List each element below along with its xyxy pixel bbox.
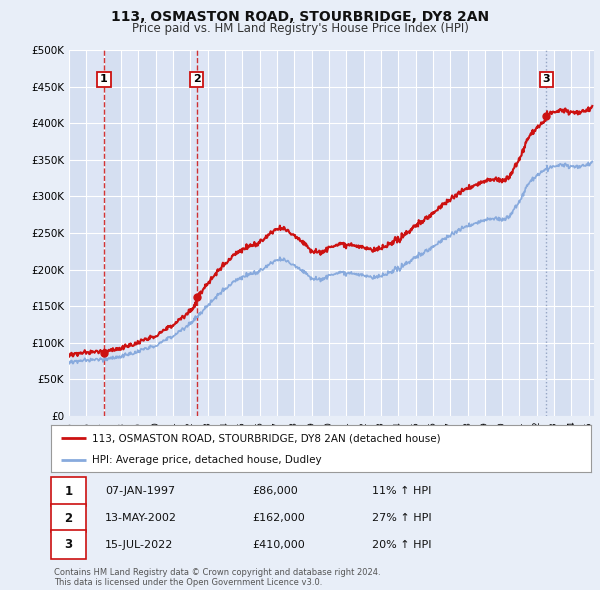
- Bar: [311, 50, 329, 416]
- Text: £162,000: £162,000: [252, 513, 305, 523]
- Text: HPI: Average price, detached house, Dudley: HPI: Average price, detached house, Dudl…: [91, 455, 321, 465]
- Bar: [450, 50, 467, 416]
- Bar: [520, 50, 537, 416]
- Text: Price paid vs. HM Land Registry's House Price Index (HPI): Price paid vs. HM Land Registry's House …: [131, 22, 469, 35]
- Bar: [277, 50, 294, 416]
- Text: Contains HM Land Registry data © Crown copyright and database right 2024.
This d: Contains HM Land Registry data © Crown c…: [54, 568, 380, 587]
- Text: 27% ↑ HPI: 27% ↑ HPI: [372, 513, 431, 523]
- Bar: [416, 50, 433, 416]
- Text: 113, OSMASTON ROAD, STOURBRIDGE, DY8 2AN (detached house): 113, OSMASTON ROAD, STOURBRIDGE, DY8 2AN…: [91, 433, 440, 443]
- Text: 15-JUL-2022: 15-JUL-2022: [105, 540, 173, 549]
- Text: 1: 1: [100, 74, 108, 84]
- Bar: [104, 50, 121, 416]
- Bar: [346, 50, 364, 416]
- Text: 3: 3: [64, 538, 73, 551]
- Bar: [139, 50, 155, 416]
- Bar: [485, 50, 502, 416]
- Text: 20% ↑ HPI: 20% ↑ HPI: [372, 540, 431, 549]
- Bar: [242, 50, 260, 416]
- Text: 13-MAY-2002: 13-MAY-2002: [105, 513, 177, 523]
- Text: 2: 2: [64, 512, 73, 525]
- Text: £86,000: £86,000: [252, 487, 298, 496]
- Bar: [208, 50, 225, 416]
- Bar: [589, 50, 600, 416]
- Bar: [554, 50, 571, 416]
- Text: 11% ↑ HPI: 11% ↑ HPI: [372, 487, 431, 496]
- Text: 113, OSMASTON ROAD, STOURBRIDGE, DY8 2AN: 113, OSMASTON ROAD, STOURBRIDGE, DY8 2AN: [111, 10, 489, 24]
- Bar: [381, 50, 398, 416]
- Bar: [69, 50, 86, 416]
- Text: 1: 1: [64, 485, 73, 498]
- Text: 2: 2: [193, 74, 200, 84]
- Bar: [173, 50, 190, 416]
- Text: 3: 3: [542, 74, 550, 84]
- Text: 07-JAN-1997: 07-JAN-1997: [105, 487, 175, 496]
- Text: £410,000: £410,000: [252, 540, 305, 549]
